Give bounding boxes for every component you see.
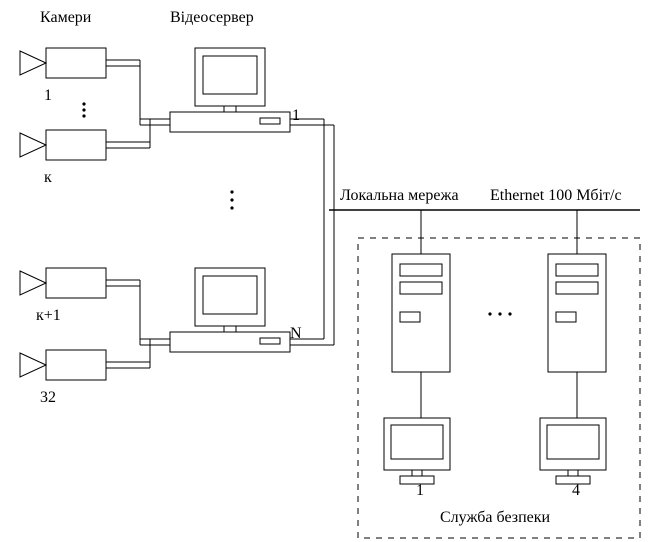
workstation-label-1: 1 <box>416 483 424 499</box>
camera-label-k1: к+1 <box>36 308 61 324</box>
diagram-root: Камери Відеосервер Локальна мережа Ether… <box>0 0 650 542</box>
workstation-label-4: 4 <box>572 483 580 499</box>
camera-label-1: 1 <box>44 88 52 104</box>
lan-label: Локальна мережа <box>340 188 459 204</box>
camera-label-k: к <box>44 170 52 186</box>
diagram-svg <box>0 0 650 542</box>
ethernet-label: Ethernet 100 Мбіт/с <box>490 188 622 204</box>
videoserver-header: Відеосервер <box>170 10 254 26</box>
security-label: Служба безпеки <box>440 510 550 526</box>
cameras-header: Камери <box>40 10 91 26</box>
server-label-1: 1 <box>292 108 300 124</box>
server-label-N: N <box>290 326 302 342</box>
camera-label-32: 32 <box>40 390 56 406</box>
